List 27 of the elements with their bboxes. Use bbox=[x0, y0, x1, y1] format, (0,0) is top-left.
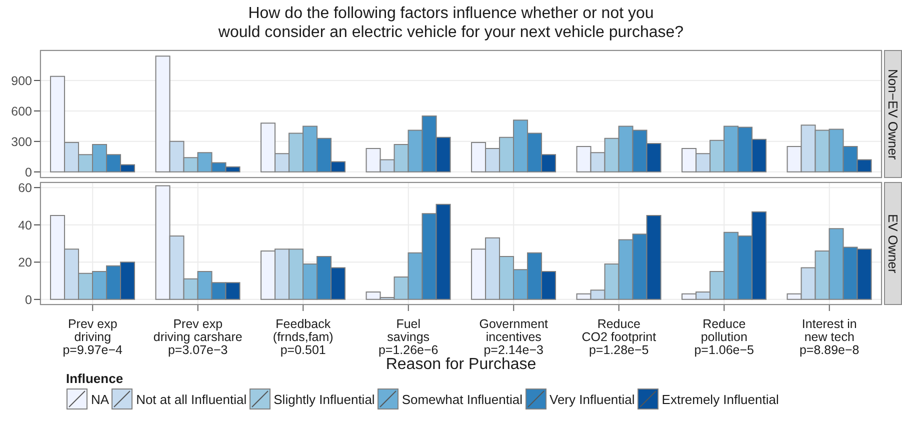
legend-label: Somewhat Influential bbox=[402, 392, 522, 406]
x-axis-title: Reason for Purchase bbox=[386, 356, 536, 373]
legend-label: NA bbox=[91, 392, 110, 406]
y-tick-label: 600 bbox=[11, 104, 32, 118]
legend-label: Very Influential bbox=[550, 392, 635, 406]
x-tick-label: Reduce CO2 footprint p=1.28e−5 bbox=[582, 317, 657, 357]
y-tick-label: 20 bbox=[18, 256, 32, 270]
y-tick-label: 0 bbox=[25, 165, 32, 180]
x-tick-label: Prev exp driving p=9.97e−4 bbox=[62, 317, 123, 357]
y-tick-label: 60 bbox=[18, 181, 32, 196]
legend-label: Not at all Influential bbox=[136, 392, 247, 406]
y-tick-label: 300 bbox=[11, 134, 32, 149]
x-tick-label: Feedback (frnds,fam) p=0.501 bbox=[272, 317, 334, 357]
chart-title: How do the following factors influence whether or not you would consider an electric vehicle for your next vehicle purchase? bbox=[217, 4, 685, 42]
x-tick-label: Fuel savings p=1.26e−6 bbox=[378, 317, 438, 357]
legend-title: Influence bbox=[66, 371, 124, 386]
text: EV Owner bbox=[886, 214, 900, 274]
legend-label: Slightly Influential bbox=[274, 392, 375, 406]
y-tick-label: 0 bbox=[25, 292, 32, 307]
x-tick-label: Interest in new tech p=8.89e−8 bbox=[799, 317, 860, 357]
x-tick-label: Government incentives p=2.14e−3 bbox=[479, 317, 549, 357]
legend-label: Extremely Influential bbox=[662, 392, 779, 406]
y-tick-label: 40 bbox=[18, 218, 32, 232]
y-tick-label: 900 bbox=[11, 74, 32, 88]
x-tick-label: Prev exp driving carshare p=3.07e−3 bbox=[153, 317, 242, 357]
text: Non−EV Owner bbox=[886, 68, 900, 160]
x-tick-label: Reduce pollution p=1.06e−5 bbox=[694, 317, 754, 357]
